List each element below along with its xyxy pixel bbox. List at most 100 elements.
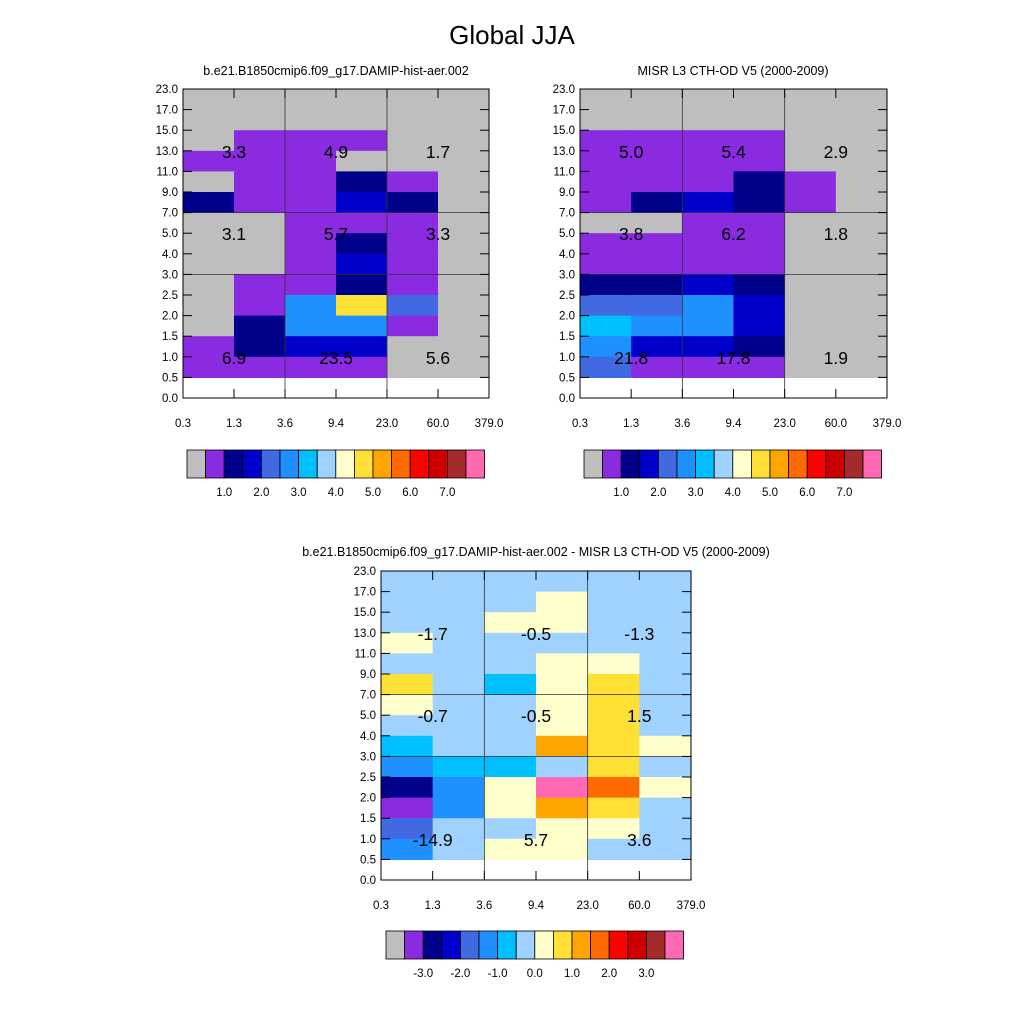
heatmap-cell	[234, 274, 286, 296]
y-tick-label: 0.5	[360, 854, 376, 866]
heatmap-cell	[835, 274, 888, 296]
colorbar-label: 3.0	[291, 487, 307, 499]
y-tick-label: 15.0	[156, 125, 178, 137]
block-value-label: 5.6	[426, 348, 450, 368]
heatmap-cell	[387, 336, 439, 358]
y-tick-label: 5.0	[559, 228, 575, 240]
heatmap-cell	[183, 233, 235, 255]
colorbar-swatch	[788, 449, 808, 479]
heatmap-cell	[784, 171, 837, 193]
heatmap-cell	[580, 274, 632, 296]
heatmap-cell	[183, 315, 235, 337]
heatmap-cell	[387, 109, 439, 131]
heatmap-cell	[587, 735, 640, 757]
heatmap-cell	[432, 694, 485, 716]
block-value-label: 5.0	[619, 142, 644, 162]
heatmap-cell	[733, 295, 786, 317]
heatmap-cell	[682, 150, 735, 172]
y-tick-label: 0.0	[360, 875, 376, 887]
heatmap-cell	[432, 838, 485, 860]
heatmap-cell	[432, 571, 485, 593]
heatmap-cell	[183, 274, 235, 296]
colorbar-swatch	[695, 449, 715, 479]
heatmap-cell	[733, 150, 786, 172]
colorbar-swatch	[713, 449, 734, 479]
x-tick-label: 60.0	[628, 900, 650, 912]
colorbar-observation: 1.0 2.0 3.0 4.0 5.0 6.0 7.0	[583, 449, 883, 499]
x-tick-label: 1.3	[623, 418, 639, 430]
heatmap-cell	[438, 192, 490, 214]
y-tick-label: 3.0	[360, 751, 376, 763]
heatmap-cell	[580, 315, 632, 337]
colorbar-swatch	[446, 449, 467, 479]
heatmap-cell	[183, 192, 235, 214]
y-tick-label: 23.0	[354, 566, 376, 578]
heatmap-cell	[587, 571, 640, 593]
x-tick-label: 3.6	[674, 418, 690, 430]
y-tick-label: 7.0	[360, 690, 376, 702]
heatmap-cell	[336, 150, 388, 172]
y-tick-label: 17.0	[156, 105, 178, 117]
heatmap-cell	[784, 212, 837, 234]
heatmap-cell	[536, 571, 589, 593]
block-value-label: 21.8	[614, 348, 648, 368]
heatmap-cell	[733, 109, 786, 131]
colorbar-swatch	[298, 449, 318, 479]
heatmap-cell	[484, 715, 537, 737]
colorbar-swatch	[223, 449, 244, 479]
colorbar-swatch	[316, 449, 337, 479]
heatmap-cell	[484, 632, 537, 654]
colorbar-label: 5.0	[762, 487, 778, 499]
heatmap-cell	[285, 356, 337, 378]
heatmap-cell	[381, 797, 434, 819]
heatmap-cell	[484, 735, 537, 757]
heatmap-cell	[639, 694, 692, 716]
heatmap-cell	[381, 612, 434, 634]
heatmap-cell	[587, 591, 640, 613]
heatmap-cell	[484, 571, 537, 593]
colorbar-swatch	[583, 449, 604, 479]
heatmap-cell	[784, 315, 837, 337]
heatmap-cell	[682, 212, 735, 234]
colorbar-swatch	[260, 449, 281, 479]
heatmap-cell	[183, 150, 235, 172]
heatmap-cell	[733, 336, 786, 358]
heatmap-cell	[639, 571, 692, 593]
heatmap-cell	[587, 797, 640, 819]
heatmap-cell	[484, 797, 537, 819]
y-tick-label: 0.0	[162, 393, 178, 405]
heatmap-cell	[234, 171, 286, 193]
heatmap-cell	[285, 315, 337, 337]
heatmap-cell	[580, 150, 632, 172]
heatmap-cell	[285, 233, 337, 255]
heatmap-cell	[733, 233, 786, 255]
heatmap-cell	[484, 756, 537, 778]
heatmap-cell	[631, 130, 683, 152]
heatmap-cell	[432, 756, 485, 778]
block-value-label: 3.8	[619, 224, 643, 244]
y-tick-label: 23.0	[156, 84, 178, 96]
colorbar-swatch	[639, 449, 659, 479]
heatmap-cell	[285, 274, 337, 296]
heatmap-cell	[639, 756, 692, 778]
heatmap-cell	[484, 653, 537, 675]
heatmap-cell	[682, 295, 735, 317]
y-tick-label: 4.0	[360, 731, 376, 743]
colorbar-swatch	[422, 930, 443, 960]
heatmap-cell	[682, 192, 735, 214]
heatmap-cell	[432, 591, 485, 613]
heatmap-cell	[587, 632, 640, 654]
plot-title-difference: b.e21.B1850cmip6.f09_g17.DAMIP-hist-aer.…	[302, 545, 770, 559]
heatmap-cell	[432, 653, 485, 675]
heatmap-cell	[336, 315, 388, 337]
heatmap-cell	[835, 150, 888, 172]
colorbar-swatch	[608, 930, 629, 960]
colorbar-swatch	[279, 449, 300, 479]
heatmap-cell	[536, 818, 589, 840]
heatmap-cell	[639, 674, 692, 696]
y-tick-label: 3.0	[162, 269, 178, 281]
heatmap-cell	[682, 89, 735, 111]
heatmap-cell	[183, 253, 235, 275]
heatmap-cell	[183, 171, 235, 193]
